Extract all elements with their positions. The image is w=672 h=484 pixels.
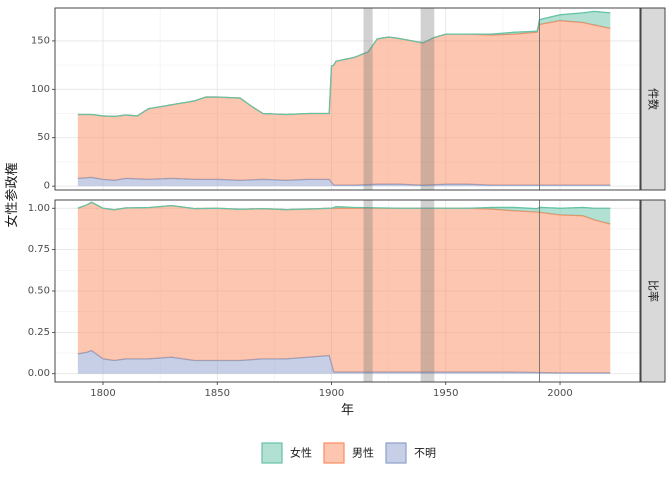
x-tick-label: 1950: [433, 388, 458, 399]
y-tick-label: 100: [31, 84, 50, 95]
facet-strip-label: 件数: [647, 88, 660, 110]
facet-strip-label: 比率: [647, 280, 661, 302]
y-axis-title: 女性参政権: [4, 162, 20, 227]
y-tick-label: 0.50: [28, 286, 50, 297]
x-tick-label: 1850: [205, 388, 230, 399]
legend-key-不明: [386, 443, 406, 463]
y-tick-label: 150: [31, 35, 50, 46]
y-tick-label: 0: [44, 181, 50, 192]
legend: 女性 男性 不明: [262, 443, 436, 463]
panel-1: 件数 0 50 100 150: [31, 8, 665, 192]
y-tick-label: 0.25: [28, 327, 50, 338]
shaded-period: [363, 200, 372, 382]
y-tick-label: 0.00: [28, 368, 50, 379]
area-男性: [78, 202, 610, 373]
legend-label: 女性: [290, 446, 312, 460]
y-tick-label: 50: [37, 132, 50, 143]
x-axis-title: 年: [341, 403, 354, 418]
shaded-period: [363, 8, 372, 190]
x-tick-label: 1800: [90, 388, 115, 399]
shaded-period: [421, 8, 435, 190]
legend-label: 不明: [414, 447, 436, 460]
x-tick-label: 2000: [547, 388, 572, 399]
legend-key-男性: [324, 443, 344, 463]
legend-label: 男性: [352, 446, 374, 460]
shaded-period: [421, 200, 435, 382]
legend-key-女性: [262, 443, 282, 463]
y-tick-label: 0.75: [28, 244, 50, 255]
y-tick-label: 1.00: [28, 203, 50, 214]
x-tick-label: 1900: [319, 388, 344, 399]
panel-2: 比率 0.00 0.25 0.50 0.75 1.00: [28, 200, 665, 382]
